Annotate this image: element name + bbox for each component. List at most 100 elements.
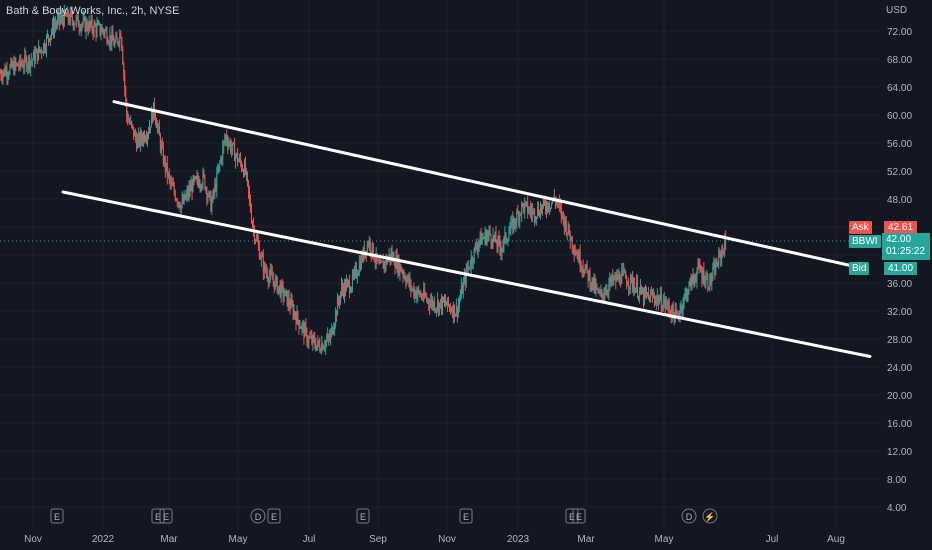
candle-body xyxy=(506,240,508,242)
candle-body xyxy=(61,16,63,21)
candle-body xyxy=(30,60,32,68)
candle-body xyxy=(521,203,523,215)
candle-body xyxy=(52,22,54,33)
candle-body xyxy=(74,23,76,25)
candle-body xyxy=(309,337,311,339)
candle-body xyxy=(690,278,692,289)
candle-body xyxy=(351,274,353,288)
candle-body xyxy=(103,31,105,34)
candle-body xyxy=(609,278,611,285)
candle-body xyxy=(23,66,25,68)
candle-body xyxy=(435,309,437,311)
candle-body xyxy=(427,299,429,301)
candle-body xyxy=(698,262,700,265)
candle-body xyxy=(489,229,491,235)
candle-body xyxy=(684,293,686,296)
candle-body xyxy=(176,199,178,203)
candle-body xyxy=(601,290,603,294)
candle-body xyxy=(595,285,597,291)
candle-body xyxy=(444,301,446,303)
candle-body xyxy=(203,172,205,176)
candle-body xyxy=(32,59,34,61)
candle-body xyxy=(49,38,50,41)
candle-body xyxy=(592,277,594,288)
candle-body xyxy=(644,289,646,294)
candle-body xyxy=(242,169,244,171)
candle-body xyxy=(478,240,480,245)
candle-body xyxy=(17,63,19,67)
candle-body xyxy=(95,26,97,34)
candle-body xyxy=(276,277,278,293)
candle-body xyxy=(627,284,629,286)
candle-body xyxy=(384,261,386,266)
candle-body xyxy=(259,258,261,260)
candle-body xyxy=(167,172,169,177)
candle-body xyxy=(416,293,418,298)
candle-body xyxy=(149,126,151,128)
candle-body xyxy=(115,37,117,43)
event-marker-label: E xyxy=(463,512,469,522)
candle-body xyxy=(573,249,575,254)
candle-body xyxy=(156,126,158,128)
candle-body xyxy=(40,49,42,51)
candle-body xyxy=(531,211,533,215)
candle-body xyxy=(283,295,285,298)
candle-body xyxy=(500,247,502,253)
candle-body xyxy=(263,264,265,273)
candle-body xyxy=(241,162,243,170)
candle-body xyxy=(102,28,104,32)
candle-body xyxy=(496,243,498,248)
candle-body xyxy=(295,316,297,324)
candle-body xyxy=(539,214,541,217)
candle-body xyxy=(381,261,383,263)
candle-body xyxy=(615,275,617,282)
candle-body xyxy=(100,32,102,34)
candle-body xyxy=(681,305,683,311)
candle-body xyxy=(168,172,170,178)
candle-body xyxy=(212,191,214,202)
candle-body xyxy=(387,258,389,263)
candle-body xyxy=(547,203,549,210)
candle-body xyxy=(60,16,62,20)
candle-body xyxy=(541,206,543,211)
candle-body xyxy=(649,293,651,302)
candle-body xyxy=(368,240,370,246)
candle-body xyxy=(700,270,702,273)
candle-body xyxy=(235,155,237,161)
candle-body xyxy=(294,311,296,317)
candle-body xyxy=(391,252,393,260)
candle-body xyxy=(509,229,511,234)
candle-body xyxy=(604,294,606,296)
candle-body xyxy=(523,203,525,212)
candle-body xyxy=(361,255,363,261)
candle-body xyxy=(600,290,602,293)
y-tick-label: 48.00 xyxy=(887,195,912,206)
candle-body xyxy=(621,271,623,284)
candle-body xyxy=(142,139,144,142)
earnings-marker xyxy=(459,508,473,524)
candle-body xyxy=(228,143,230,147)
candle-body xyxy=(205,188,207,190)
candle-body xyxy=(664,298,666,307)
candle-body xyxy=(42,52,44,54)
candle-body xyxy=(255,237,257,241)
candle-body xyxy=(117,38,119,44)
x-tick-label: May xyxy=(655,534,674,545)
candle-body xyxy=(676,312,678,315)
candle-body xyxy=(92,29,94,34)
candle-body xyxy=(374,260,376,262)
candle-body xyxy=(469,266,471,269)
candle-body xyxy=(252,225,254,229)
candle-body xyxy=(518,213,520,221)
candle-body xyxy=(214,184,216,193)
candle-body xyxy=(346,281,348,283)
candle-body xyxy=(33,52,35,60)
candle-body xyxy=(239,157,241,161)
candle-body xyxy=(406,279,408,284)
candle-body xyxy=(447,297,449,306)
candle-body xyxy=(72,20,74,27)
candle-body xyxy=(334,324,336,330)
candle-body xyxy=(357,272,359,276)
